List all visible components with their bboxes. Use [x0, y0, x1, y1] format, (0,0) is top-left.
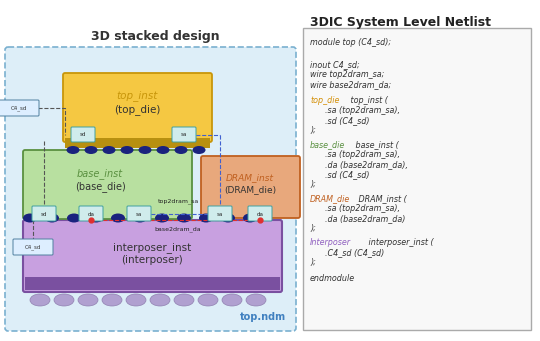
Ellipse shape	[111, 213, 125, 222]
Text: .sd (C4_sd): .sd (C4_sd)	[325, 170, 369, 179]
FancyBboxPatch shape	[13, 239, 53, 255]
Ellipse shape	[222, 294, 242, 306]
FancyBboxPatch shape	[23, 150, 192, 219]
Text: da: da	[256, 211, 264, 217]
Text: wire top2dram_sa;: wire top2dram_sa;	[310, 70, 384, 79]
Text: 3DIC System Level Netlist: 3DIC System Level Netlist	[309, 16, 490, 29]
Text: sd: sd	[41, 211, 47, 217]
Ellipse shape	[243, 213, 257, 222]
Ellipse shape	[155, 213, 169, 222]
Text: .sa (top2dram_sa),: .sa (top2dram_sa),	[325, 106, 400, 115]
Text: .da (base2dram_da): .da (base2dram_da)	[325, 214, 406, 223]
Ellipse shape	[102, 294, 122, 306]
FancyBboxPatch shape	[201, 156, 300, 218]
Text: DRAM_die: DRAM_die	[310, 194, 350, 203]
Ellipse shape	[174, 146, 187, 154]
Ellipse shape	[157, 146, 170, 154]
Ellipse shape	[66, 146, 79, 154]
FancyBboxPatch shape	[303, 28, 531, 330]
FancyBboxPatch shape	[208, 206, 232, 221]
Text: top_inst: top_inst	[116, 91, 158, 102]
FancyBboxPatch shape	[63, 73, 212, 142]
Ellipse shape	[126, 294, 146, 306]
Text: );: );	[310, 224, 316, 233]
Text: sa: sa	[217, 211, 223, 217]
Text: C4_sd: C4_sd	[25, 244, 41, 250]
Text: top_die: top_die	[310, 96, 339, 105]
Text: 3D stacked design: 3D stacked design	[91, 30, 219, 43]
Text: DRAM_inst: DRAM_inst	[226, 174, 274, 182]
Ellipse shape	[30, 294, 50, 306]
Text: (interposer): (interposer)	[121, 255, 183, 265]
Ellipse shape	[45, 213, 59, 222]
FancyBboxPatch shape	[32, 206, 56, 221]
FancyBboxPatch shape	[71, 127, 95, 142]
Ellipse shape	[199, 213, 213, 222]
Text: .sd (C4_sd): .sd (C4_sd)	[325, 116, 369, 125]
Bar	[65, 138, 210, 148]
Text: );: );	[310, 126, 316, 135]
Ellipse shape	[67, 213, 81, 222]
Text: endmodule: endmodule	[310, 274, 355, 283]
Text: base_inst: base_inst	[77, 168, 123, 179]
Text: base_die: base_die	[310, 140, 345, 149]
Text: );: );	[310, 258, 316, 267]
Text: sa: sa	[136, 211, 142, 217]
Ellipse shape	[198, 294, 218, 306]
Text: top_inst (: top_inst (	[348, 96, 388, 105]
Ellipse shape	[23, 213, 37, 222]
Text: base2dram_da: base2dram_da	[154, 226, 201, 232]
Text: inout C4_sd;: inout C4_sd;	[310, 60, 360, 69]
Ellipse shape	[246, 294, 266, 306]
FancyBboxPatch shape	[5, 47, 296, 331]
Text: .C4_sd (C4_sd): .C4_sd (C4_sd)	[325, 248, 384, 257]
Text: module top (C4_sd);: module top (C4_sd);	[310, 38, 391, 47]
Text: sd: sd	[80, 133, 86, 137]
Text: Interposer: Interposer	[310, 238, 351, 247]
Text: interposer_inst: interposer_inst	[113, 242, 191, 253]
Ellipse shape	[120, 146, 133, 154]
Ellipse shape	[138, 146, 152, 154]
Text: .da (base2dram_da),: .da (base2dram_da),	[325, 160, 408, 169]
Text: wire base2dram_da;: wire base2dram_da;	[310, 80, 392, 89]
Text: .sa (top2dram_sa),: .sa (top2dram_sa),	[325, 204, 400, 213]
Text: (top_die): (top_die)	[114, 105, 160, 116]
Text: top2dram_sa: top2dram_sa	[157, 198, 199, 204]
Ellipse shape	[54, 294, 74, 306]
Ellipse shape	[84, 146, 98, 154]
Ellipse shape	[150, 294, 170, 306]
Text: (DRAM_die): (DRAM_die)	[224, 186, 276, 194]
FancyBboxPatch shape	[127, 206, 151, 221]
Ellipse shape	[133, 213, 147, 222]
Ellipse shape	[103, 146, 116, 154]
Text: C4_sd: C4_sd	[11, 105, 27, 111]
FancyBboxPatch shape	[0, 100, 39, 116]
Text: (base_die): (base_die)	[75, 181, 125, 192]
Ellipse shape	[221, 213, 235, 222]
Ellipse shape	[89, 213, 103, 222]
Text: .sa (top2dram_sa),: .sa (top2dram_sa),	[325, 150, 400, 159]
Text: sa: sa	[181, 133, 187, 137]
Ellipse shape	[78, 294, 98, 306]
Text: top.ndm: top.ndm	[240, 312, 286, 322]
Text: da: da	[87, 211, 94, 217]
FancyBboxPatch shape	[172, 127, 196, 142]
Text: );: );	[310, 180, 316, 189]
Ellipse shape	[174, 294, 194, 306]
Text: DRAM_inst (: DRAM_inst (	[356, 194, 407, 203]
Bar	[25, 277, 280, 290]
Ellipse shape	[192, 146, 206, 154]
Text: interposer_inst (: interposer_inst (	[366, 238, 434, 247]
Ellipse shape	[177, 213, 191, 222]
FancyBboxPatch shape	[79, 206, 103, 221]
FancyBboxPatch shape	[248, 206, 272, 221]
Text: base_inst (: base_inst (	[353, 140, 399, 149]
FancyBboxPatch shape	[23, 220, 282, 292]
